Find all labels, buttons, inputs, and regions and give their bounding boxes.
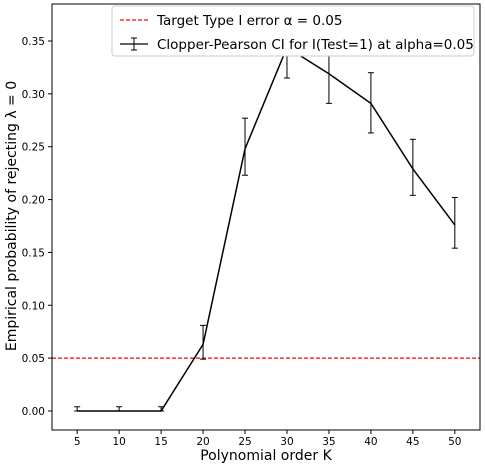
error-bar-50 — [451, 196, 458, 249]
y-tick-label-0.25: 0.25 — [22, 142, 45, 154]
x-tick-label-40: 40 — [364, 436, 377, 448]
x-tick-label-15: 15 — [154, 436, 167, 448]
legend-frame — [111, 5, 475, 57]
y-tick-label-0.15: 0.15 — [22, 247, 45, 259]
error-bar-5 — [74, 406, 81, 412]
error-bar-40 — [367, 72, 374, 134]
x-tick-label-5: 5 — [74, 436, 81, 448]
legend-swatch-series — [120, 37, 148, 51]
legend-label-reference: Target Type I error α = 0.05 — [156, 13, 342, 29]
y-tick-label-0.30: 0.30 — [22, 89, 45, 101]
x-axis-title: Polynomial order K — [200, 448, 332, 464]
y-tick-label-0.00: 0.00 — [22, 406, 45, 418]
y-tick-label-0.10: 0.10 — [22, 300, 45, 312]
x-tick-label-35: 35 — [322, 436, 335, 448]
axes: 5 10 15 20 25 30 35 40 45 50 0.00 0.05 0.10 0.15 0.20 0… — [22, 3, 481, 448]
error-bar-25 — [242, 117, 249, 176]
x-tick-label-20: 20 — [196, 436, 209, 448]
x-tick-label-50: 50 — [448, 436, 461, 448]
x-tick-label-45: 45 — [406, 436, 419, 448]
y-axis-title: Empirical probability of rejecting λ = 0 — [4, 81, 20, 351]
axes-frame — [51, 3, 481, 431]
legend-label-series: Clopper-Pearson CI for I(Test=1) at alph… — [157, 37, 474, 53]
legend: Target Type I error α = 0.05 Clopper-Pea… — [111, 5, 475, 57]
error-bar-20 — [200, 324, 207, 360]
y-tick-label-0.20: 0.20 — [22, 195, 45, 207]
x-tick-label-30: 30 — [280, 436, 293, 448]
plot-area — [52, 16, 480, 412]
y-tick-label-0.35: 0.35 — [22, 36, 45, 48]
series-line — [77, 46, 456, 412]
x-tick-label-25: 25 — [238, 436, 251, 448]
x-tick-label-10: 10 — [112, 436, 125, 448]
error-bar-15 — [158, 406, 165, 412]
error-bar-45 — [409, 138, 416, 196]
y-tick-label-0.05: 0.05 — [22, 353, 45, 365]
error-bar-10 — [116, 406, 123, 412]
